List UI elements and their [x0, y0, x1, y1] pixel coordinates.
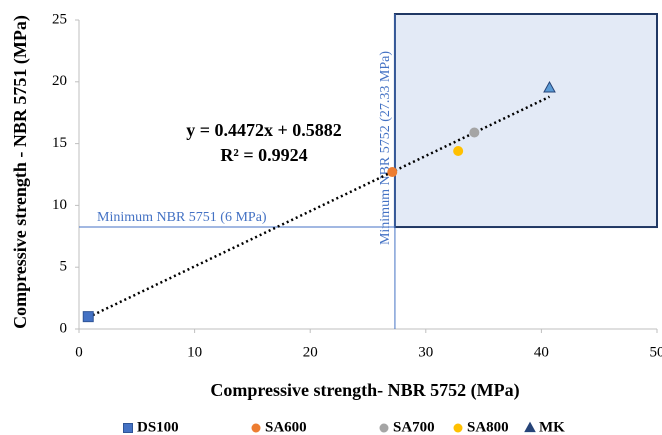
legend-label: SA800: [467, 419, 509, 435]
x-tick-label: 40: [534, 344, 549, 360]
x-axis-title: Compressive strength- NBR 5752 (MPa): [210, 380, 519, 401]
trendline-r2: R² = 0.9924: [220, 145, 307, 165]
y-tick-label: 25: [52, 11, 67, 27]
y-tick-label: 5: [60, 259, 68, 275]
y-tick-label: 20: [52, 73, 67, 89]
data-point: [469, 127, 480, 138]
legend-label: SA700: [393, 419, 435, 435]
data-point: [543, 80, 556, 93]
y-tick-label: 15: [52, 135, 67, 151]
x-tick-label: 50: [650, 344, 662, 360]
x-tick-label: 30: [418, 344, 433, 360]
reference-label: Minimum NBR 5751 (6 MPa): [97, 210, 267, 225]
region: [393, 13, 658, 229]
trendline-equation: y = 0.4472x + 0.5882: [186, 120, 342, 140]
legend-marker: [453, 423, 463, 433]
x-tick-label: 20: [303, 344, 318, 360]
x-tick-label: 10: [187, 344, 202, 360]
data-point: [82, 311, 94, 323]
legend-marker: [123, 423, 133, 433]
legend-label: MK: [539, 419, 565, 435]
data-point: [453, 146, 464, 157]
reference-label: Minimum NBR 5752 (27.33 MPa): [378, 51, 393, 245]
legend-marker: [379, 423, 389, 433]
legend-marker: [524, 421, 536, 433]
data-point: [387, 167, 398, 178]
legend-marker: [251, 423, 261, 433]
legend-label: DS100: [137, 419, 179, 435]
legend-label: SA600: [265, 419, 307, 435]
x-tick-label: 0: [75, 344, 83, 360]
y-tick-label: 0: [60, 320, 68, 336]
y-axis-title: Compressive strength - NBR 5751 (MPa): [10, 15, 31, 329]
y-tick-label: 10: [52, 197, 67, 213]
